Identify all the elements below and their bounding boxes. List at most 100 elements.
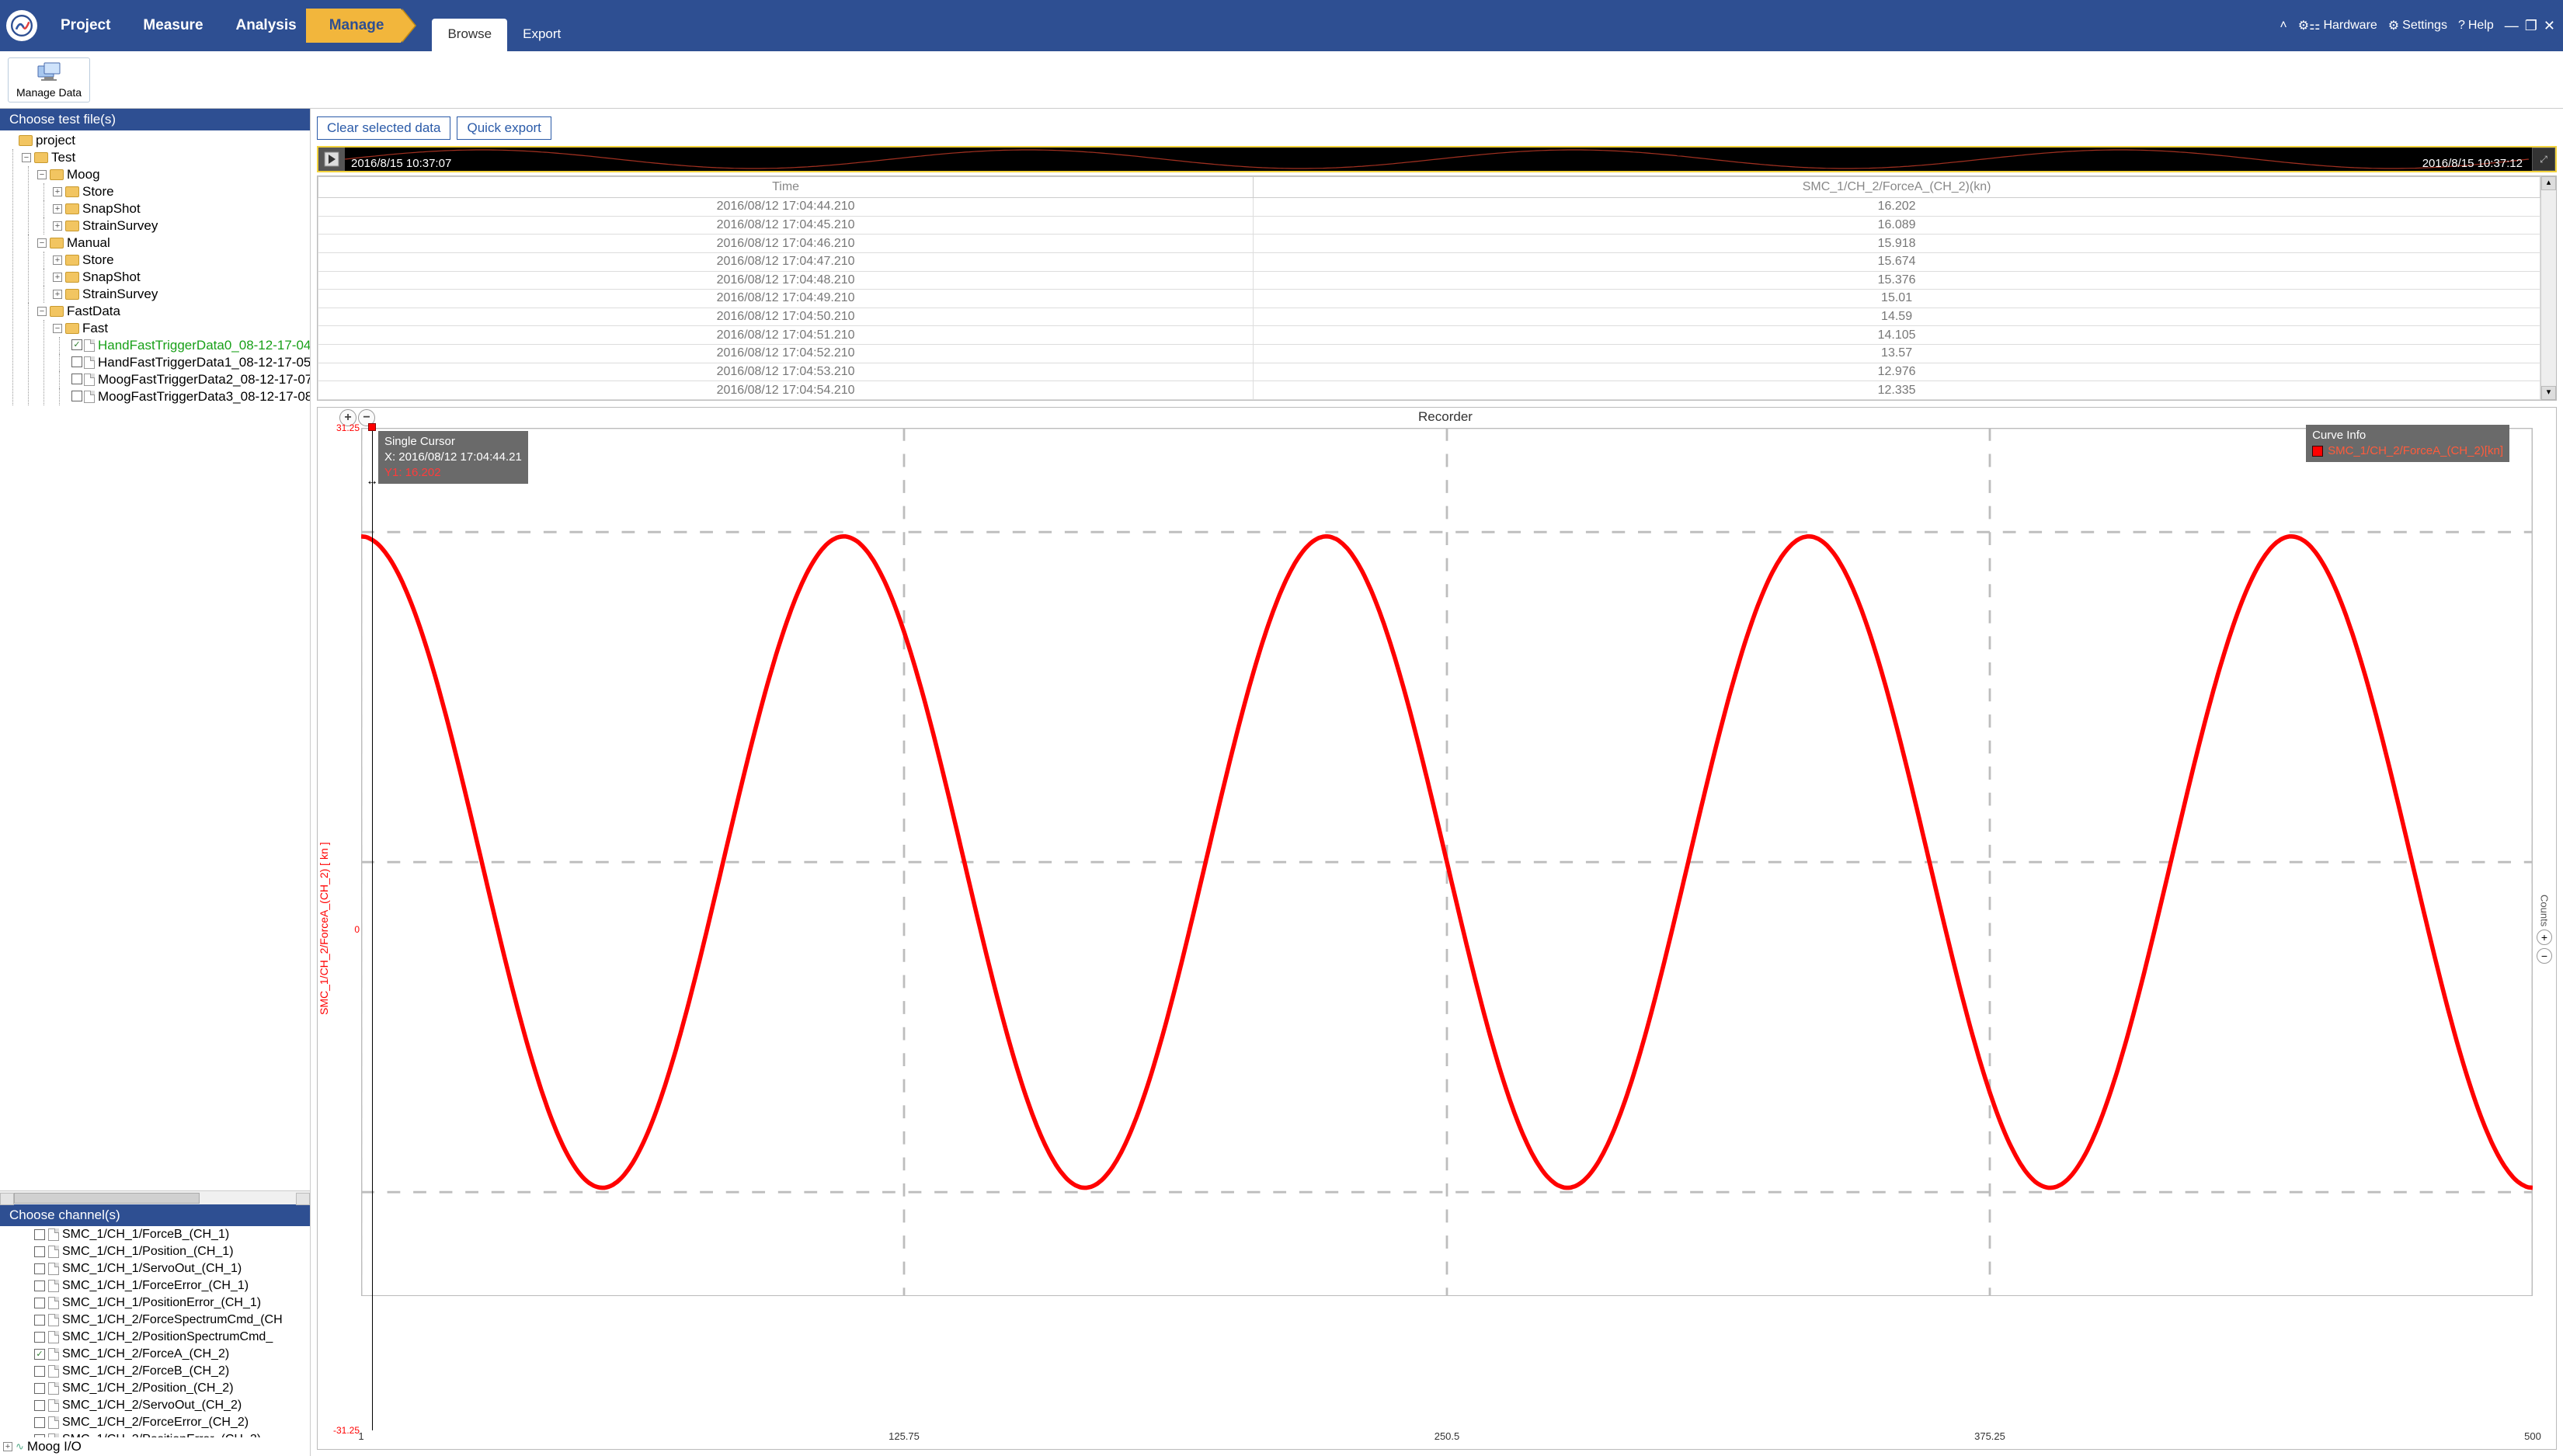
file-checkbox[interactable]: ✓ (71, 339, 82, 350)
file-row[interactable]: HandFastTriggerData1_08-12-17-05-23.ser (68, 354, 307, 371)
collapse-ribbon-icon[interactable]: ˄ (2280, 19, 2287, 33)
channel-row[interactable]: SMC_1/CH_2/Position_(CH_2) (3, 1380, 307, 1397)
folder-row[interactable]: +SnapShot (53, 269, 307, 286)
tab-browse[interactable]: Browse (432, 19, 507, 51)
channel-checkbox[interactable] (34, 1263, 45, 1274)
tree-footer-row[interactable]: + ∿ Moog I/O (0, 1437, 310, 1456)
folder-row[interactable]: −Test (22, 149, 307, 166)
clear-selected-button[interactable]: Clear selected data (317, 116, 450, 140)
recorder-cursor-handle[interactable] (368, 423, 376, 431)
channel-row[interactable]: SMC_1/CH_2/ForceB_(CH_2) (3, 1363, 307, 1380)
channel-checkbox[interactable] (34, 1400, 45, 1411)
file-checkbox[interactable] (71, 356, 82, 367)
channel-list[interactable]: SMC_1/CH_1/ForceB_(CH_1)SMC_1/CH_1/Posit… (0, 1226, 310, 1437)
manage-data-button[interactable]: Manage Data (8, 57, 90, 103)
channel-row[interactable]: SMC_1/CH_1/Position_(CH_1) (3, 1243, 307, 1260)
channel-row[interactable]: SMC_1/CH_2/ForceSpectrumCmd_(CH (3, 1312, 307, 1329)
channel-checkbox[interactable] (34, 1298, 45, 1308)
folder-row[interactable]: −Manual (37, 235, 307, 252)
channel-checkbox[interactable] (34, 1366, 45, 1377)
folder-row[interactable]: project (6, 132, 307, 149)
table-row[interactable]: 2016/08/12 17:04:47.21015.674 (318, 252, 2540, 271)
minimize-button[interactable]: — (2505, 18, 2519, 34)
channel-checkbox[interactable]: ✓ (34, 1349, 45, 1360)
channel-row[interactable]: SMC_1/CH_2/PositionError_(CH_2) (3, 1431, 307, 1437)
expand-icon[interactable]: − (53, 324, 62, 333)
expand-icon[interactable]: + (53, 187, 62, 196)
file-tree[interactable]: project−Test−Moog+Store+SnapShot+StrainS… (0, 130, 310, 1190)
scroll-up-icon[interactable]: ▴ (2541, 176, 2556, 190)
table-row[interactable]: 2016/08/12 17:04:52.21013.57 (318, 345, 2540, 363)
channel-checkbox[interactable] (34, 1383, 45, 1394)
close-button[interactable]: ✕ (2544, 18, 2555, 34)
expand-icon[interactable]: + (53, 255, 62, 265)
help-button[interactable]: ? Help (2458, 19, 2494, 33)
timeline-overview[interactable]: 2016/8/15 10:37:07 2016/8/15 10:37:12 ⤢ (317, 146, 2557, 172)
recorder-cursor-arrows[interactable]: ↔ (366, 474, 378, 488)
overview-fit-icon[interactable]: ⤢ (2532, 148, 2555, 171)
file-checkbox[interactable] (71, 374, 82, 384)
tab-export[interactable]: Export (507, 19, 576, 51)
file-row[interactable]: ✓HandFastTriggerData0_08-12-17-04-43.ser (68, 337, 307, 354)
table-row[interactable]: 2016/08/12 17:04:48.21015.376 (318, 271, 2540, 290)
quick-export-button[interactable]: Quick export (457, 116, 551, 140)
file-row[interactable]: MoogFastTriggerData3_08-12-17-08-06.se (68, 388, 307, 405)
overview-play-icon[interactable] (318, 148, 345, 171)
channel-row[interactable]: SMC_1/CH_1/ForceError_(CH_1) (3, 1277, 307, 1294)
recorder-chart[interactable] (361, 428, 2533, 1296)
crumb-manage[interactable]: Manage (306, 9, 402, 43)
channel-checkbox[interactable] (34, 1281, 45, 1291)
col-value[interactable]: SMC_1/CH_2/ForceA_(CH_2)(kn) (1254, 177, 2540, 198)
folder-row[interactable]: +StrainSurvey (53, 286, 307, 303)
table-vscrollbar[interactable]: ▴ ▾ (2540, 176, 2556, 400)
expand-icon[interactable]: − (22, 153, 31, 162)
table-row[interactable]: 2016/08/12 17:04:51.21014.105 (318, 326, 2540, 345)
folder-row[interactable]: −Fast (53, 320, 307, 337)
table-row[interactable]: 2016/08/12 17:04:45.21016.089 (318, 216, 2540, 235)
settings-button[interactable]: ⚙ Settings (2388, 18, 2447, 33)
data-table[interactable]: Time SMC_1/CH_2/ForceA_(CH_2)(kn) 2016/0… (318, 176, 2540, 400)
crumb-analysis[interactable]: Analysis (213, 9, 314, 43)
tree-hscrollbar[interactable] (0, 1190, 310, 1204)
expand-icon[interactable]: + (53, 273, 62, 282)
expand-icon[interactable]: + (53, 221, 62, 231)
channel-row[interactable]: SMC_1/CH_1/PositionError_(CH_1) (3, 1294, 307, 1312)
channel-row[interactable]: SMC_1/CH_1/ForceB_(CH_1) (3, 1226, 307, 1243)
expand-icon[interactable]: + (53, 204, 62, 214)
channel-row[interactable]: SMC_1/CH_2/ServoOut_(CH_2) (3, 1397, 307, 1414)
expand-icon[interactable]: − (37, 170, 47, 179)
recorder-cursor-line[interactable] (372, 428, 373, 1430)
expand-icon[interactable]: − (37, 238, 47, 248)
counts-zoom-in-icon[interactable]: + (2537, 930, 2552, 945)
crumb-measure[interactable]: Measure (120, 9, 220, 43)
channel-checkbox[interactable] (34, 1246, 45, 1257)
file-checkbox[interactable] (71, 391, 82, 401)
folder-row[interactable]: +SnapShot (53, 200, 307, 217)
table-row[interactable]: 2016/08/12 17:04:49.21015.01 (318, 290, 2540, 308)
file-row[interactable]: MoogFastTriggerData2_08-12-17-07-27.se (68, 371, 307, 388)
channel-row[interactable]: SMC_1/CH_2/ForceError_(CH_2) (3, 1414, 307, 1431)
channel-row[interactable]: SMC_1/CH_1/ServoOut_(CH_1) (3, 1260, 307, 1277)
expand-icon[interactable]: + (3, 1442, 12, 1451)
counts-zoom-out-icon[interactable]: − (2537, 948, 2552, 964)
folder-row[interactable]: +StrainSurvey (53, 217, 307, 235)
channel-checkbox[interactable] (34, 1417, 45, 1428)
hardware-button[interactable]: ⚙⚏ Hardware (2298, 18, 2377, 33)
table-row[interactable]: 2016/08/12 17:04:46.21015.918 (318, 235, 2540, 253)
channel-row[interactable]: SMC_1/CH_2/PositionSpectrumCmd_ (3, 1329, 307, 1346)
channel-row[interactable]: ✓SMC_1/CH_2/ForceA_(CH_2) (3, 1346, 307, 1363)
folder-row[interactable]: +Store (53, 183, 307, 200)
table-row[interactable]: 2016/08/12 17:04:44.21016.202 (318, 198, 2540, 217)
restore-button[interactable]: ❐ (2525, 18, 2537, 34)
table-row[interactable]: 2016/08/12 17:04:53.21012.976 (318, 363, 2540, 381)
scroll-down-icon[interactable]: ▾ (2541, 386, 2556, 400)
channel-checkbox[interactable] (34, 1229, 45, 1240)
table-row[interactable]: 2016/08/12 17:04:50.21014.59 (318, 308, 2540, 326)
col-time[interactable]: Time (318, 177, 1254, 198)
channel-checkbox[interactable] (34, 1315, 45, 1326)
table-row[interactable]: 2016/08/12 17:04:54.21012.335 (318, 381, 2540, 400)
expand-icon[interactable]: − (37, 307, 47, 316)
folder-row[interactable]: −FastData (37, 303, 307, 320)
folder-row[interactable]: +Store (53, 252, 307, 269)
folder-row[interactable]: −Moog (37, 166, 307, 183)
